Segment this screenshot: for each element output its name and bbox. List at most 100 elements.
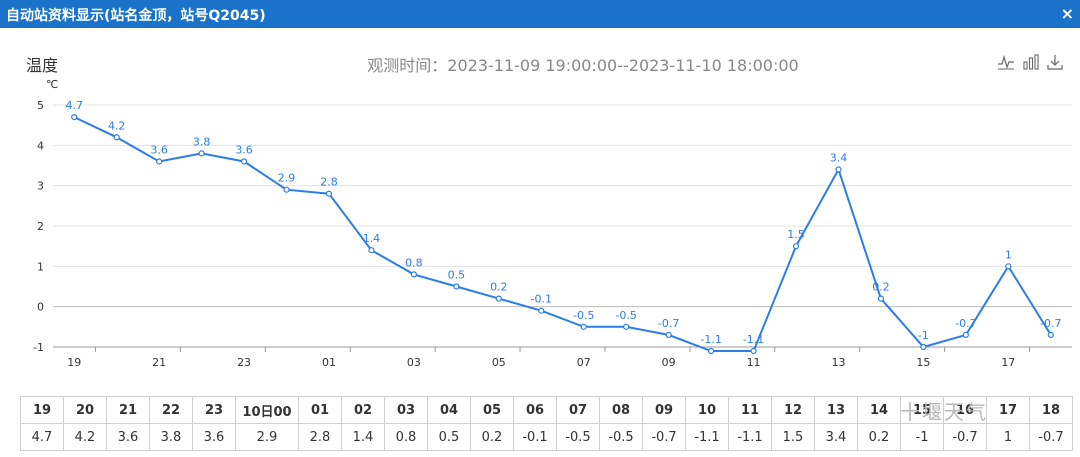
line-chart-icon[interactable] bbox=[997, 53, 1015, 71]
table-header-cell: 11 bbox=[728, 396, 772, 424]
data-label: -1 bbox=[918, 329, 929, 342]
close-icon[interactable]: × bbox=[1060, 4, 1074, 23]
table-header-cell: 18 bbox=[1029, 396, 1073, 424]
data-label: -0.7 bbox=[1040, 317, 1061, 330]
table-value-cell: 4.2 bbox=[63, 423, 107, 451]
data-point bbox=[708, 347, 715, 355]
table-header-cell: 23 bbox=[192, 396, 236, 424]
data-point bbox=[1047, 331, 1054, 338]
data-point bbox=[453, 283, 460, 290]
window-title: 自动站资料显示(站名金顶，站号Q2045) bbox=[6, 8, 266, 24]
table-header-cell: 20 bbox=[63, 396, 107, 424]
table-header-cell: 17 bbox=[986, 396, 1030, 424]
table-value-cell: 0.2 bbox=[470, 423, 514, 451]
x-tick-label: 15 bbox=[916, 356, 930, 369]
data-point bbox=[198, 150, 205, 157]
data-label: 1.5 bbox=[787, 228, 805, 241]
data-label: 0.5 bbox=[448, 269, 466, 282]
watermark: 十堰天气 bbox=[900, 400, 988, 424]
table-header-cell: 10 bbox=[685, 396, 729, 424]
table-header-cell: 10日00 bbox=[235, 396, 299, 424]
data-point bbox=[665, 331, 672, 338]
x-tick-label: 01 bbox=[322, 356, 336, 369]
table-value-cell: 0.2 bbox=[857, 423, 901, 451]
table-value-cell: -0.5 bbox=[599, 423, 643, 451]
table-header-cell: 09 bbox=[642, 396, 686, 424]
data-point bbox=[156, 158, 163, 165]
table-header-cell: 08 bbox=[599, 396, 643, 424]
table-value-cell: -0.5 bbox=[556, 423, 600, 451]
data-label: 1 bbox=[1005, 248, 1012, 261]
data-label: 3.6 bbox=[150, 143, 168, 156]
data-point bbox=[538, 307, 545, 314]
table-values-row: 4.7 4.2 3.6 3.8 3.6 2.9 2.8 1.4 0.8 0.5 0.2 -0.1 -0.… bbox=[20, 423, 1073, 451]
y-tick-label: 5 bbox=[37, 99, 44, 112]
table-value-cell: 1.4 bbox=[341, 423, 385, 451]
data-point bbox=[368, 247, 375, 254]
x-tick-label: 19 bbox=[67, 356, 81, 369]
data-label: -1.1 bbox=[743, 333, 764, 346]
data-point bbox=[410, 271, 417, 278]
data-point bbox=[623, 323, 630, 330]
table-value-cell: -0.7 bbox=[943, 423, 987, 451]
table-header-cell: 21 bbox=[106, 396, 150, 424]
x-tick-label: 09 bbox=[662, 356, 676, 369]
bar-chart-icon[interactable] bbox=[1022, 53, 1040, 71]
table-header-cell: 13 bbox=[814, 396, 858, 424]
data-point bbox=[240, 158, 248, 165]
table-value-cell: 3.4 bbox=[814, 423, 858, 451]
data-point bbox=[877, 295, 885, 302]
y-tick-label: 3 bbox=[37, 180, 44, 193]
data-label: 3.8 bbox=[193, 135, 211, 148]
table-header-row: 19 20 21 22 23 10日00 01 02 03 04 05 06 07 08 09 10 11 12 1… bbox=[20, 396, 1073, 424]
y-tick-label: 0 bbox=[37, 301, 44, 314]
data-point bbox=[71, 113, 78, 121]
data-label: -0.1 bbox=[531, 293, 552, 306]
y-tick-label: -1 bbox=[33, 341, 44, 354]
table-value-cell: -1.1 bbox=[685, 423, 729, 451]
data-point bbox=[750, 347, 757, 355]
table-header-cell: 19 bbox=[20, 396, 64, 424]
table-value-cell: 4.7 bbox=[20, 423, 64, 451]
chart-title: 温度 bbox=[26, 56, 59, 75]
table-value-cell: 3.6 bbox=[106, 423, 150, 451]
data-label: 4.7 bbox=[65, 99, 83, 112]
data-point bbox=[1005, 263, 1012, 270]
y-tick-label: 2 bbox=[37, 220, 44, 233]
y-tick-label: 4 bbox=[37, 139, 44, 152]
table-value-cell: 3.8 bbox=[149, 423, 193, 451]
table-value-cell: 1.5 bbox=[771, 423, 815, 451]
data-label: 3.4 bbox=[830, 152, 848, 165]
data-point bbox=[495, 295, 502, 302]
data-point bbox=[113, 134, 120, 141]
table-value-cell: -1.1 bbox=[728, 423, 772, 451]
table-value-cell: -0.7 bbox=[642, 423, 686, 451]
data-label: 1.4 bbox=[363, 232, 381, 245]
y-tick-label: 1 bbox=[37, 260, 44, 273]
x-tick-label: 23 bbox=[237, 356, 251, 369]
data-point bbox=[920, 343, 927, 351]
window-titlebar: 自动站资料显示(站名金顶，站号Q2045) × bbox=[0, 0, 1080, 28]
data-point bbox=[283, 186, 290, 193]
x-tick-label: 05 bbox=[492, 356, 506, 369]
download-icon[interactable] bbox=[1046, 53, 1064, 71]
data-label: -0.7 bbox=[658, 317, 679, 330]
x-tick-label: 21 bbox=[152, 356, 166, 369]
data-point bbox=[325, 190, 333, 197]
data-point bbox=[962, 331, 969, 338]
data-point bbox=[792, 243, 800, 250]
table-value-cell: -0.7 bbox=[1029, 423, 1073, 451]
data-label: 0.2 bbox=[872, 281, 890, 294]
y-axis-unit: ℃ bbox=[46, 78, 58, 91]
table-value-cell: -1 bbox=[900, 423, 944, 451]
table-header-cell: 22 bbox=[149, 396, 193, 424]
table-header-cell: 16 bbox=[943, 396, 987, 424]
table-value-cell: 2.8 bbox=[298, 423, 342, 451]
data-label: 2.8 bbox=[320, 176, 338, 189]
x-tick-label: 17 bbox=[1001, 356, 1015, 369]
x-tick-label: 07 bbox=[577, 356, 591, 369]
data-label: 2.9 bbox=[278, 172, 296, 185]
x-tick-label: 13 bbox=[831, 356, 845, 369]
data-label: 0.2 bbox=[490, 281, 508, 294]
